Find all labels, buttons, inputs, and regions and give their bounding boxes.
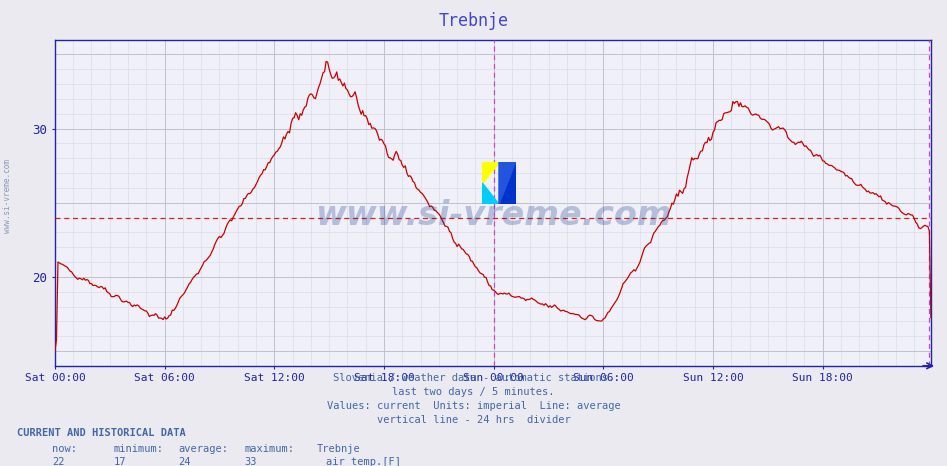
Text: CURRENT AND HISTORICAL DATA: CURRENT AND HISTORICAL DATA xyxy=(17,428,186,438)
Polygon shape xyxy=(482,162,499,183)
Polygon shape xyxy=(499,162,516,204)
Text: average:: average: xyxy=(178,444,228,453)
Text: air temp.[F]: air temp.[F] xyxy=(326,457,401,466)
Text: 22: 22 xyxy=(52,457,64,466)
Text: vertical line - 24 hrs  divider: vertical line - 24 hrs divider xyxy=(377,415,570,425)
Text: maximum:: maximum: xyxy=(244,444,295,453)
Text: Trebnje: Trebnje xyxy=(317,444,361,453)
Polygon shape xyxy=(499,162,516,204)
Text: 24: 24 xyxy=(178,457,190,466)
Text: last two days / 5 minutes.: last two days / 5 minutes. xyxy=(392,387,555,397)
Text: 17: 17 xyxy=(114,457,126,466)
Text: www.si-vreme.com: www.si-vreme.com xyxy=(3,159,12,233)
Text: Trebnje: Trebnje xyxy=(438,12,509,30)
Text: minimum:: minimum: xyxy=(114,444,164,453)
Polygon shape xyxy=(482,183,499,204)
Text: now:: now: xyxy=(52,444,77,453)
Text: 33: 33 xyxy=(244,457,257,466)
Text: Slovenia / weather data - automatic stations.: Slovenia / weather data - automatic stat… xyxy=(333,373,614,383)
Text: Values: current  Units: imperial  Line: average: Values: current Units: imperial Line: av… xyxy=(327,401,620,411)
Text: www.si-vreme.com: www.si-vreme.com xyxy=(314,199,671,232)
